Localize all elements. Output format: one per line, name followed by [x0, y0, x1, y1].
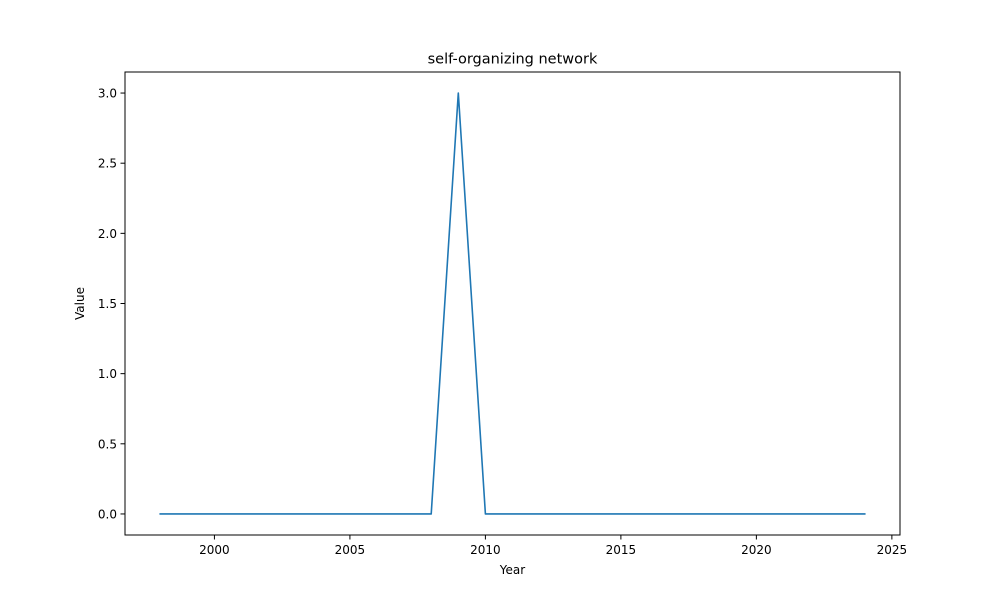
x-tick-label: 2000: [199, 543, 230, 557]
y-tick-label: 3.0: [98, 87, 117, 101]
y-tick-label: 1.5: [98, 297, 117, 311]
series-line: [159, 92, 866, 515]
y-axis: 0.0 0.5 1.0 1.5 2.0 2.5 3.0: [98, 87, 125, 521]
x-tick-label: 2005: [335, 543, 366, 557]
y-tick-label: 1.0: [98, 367, 117, 381]
x-tick-label: 2015: [606, 543, 637, 557]
x-axis-label: Year: [499, 563, 525, 577]
plot-area: [159, 92, 866, 515]
x-tick-label: 2025: [877, 543, 908, 557]
y-tick-label: 2.5: [98, 157, 117, 171]
axes-frame: [124, 71, 901, 536]
y-tick-label: 0.5: [98, 437, 117, 451]
x-tick-label: 2010: [470, 543, 501, 557]
x-tick-label: 2020: [741, 543, 772, 557]
chart-title: self-organizing network: [428, 52, 598, 68]
x-axis: 2000 2005 2010 2015 2020 2025: [199, 535, 907, 557]
y-tick-label: 2.0: [98, 227, 117, 241]
y-tick-label: 0.0: [98, 507, 117, 521]
y-axis-label: Value: [73, 287, 87, 320]
